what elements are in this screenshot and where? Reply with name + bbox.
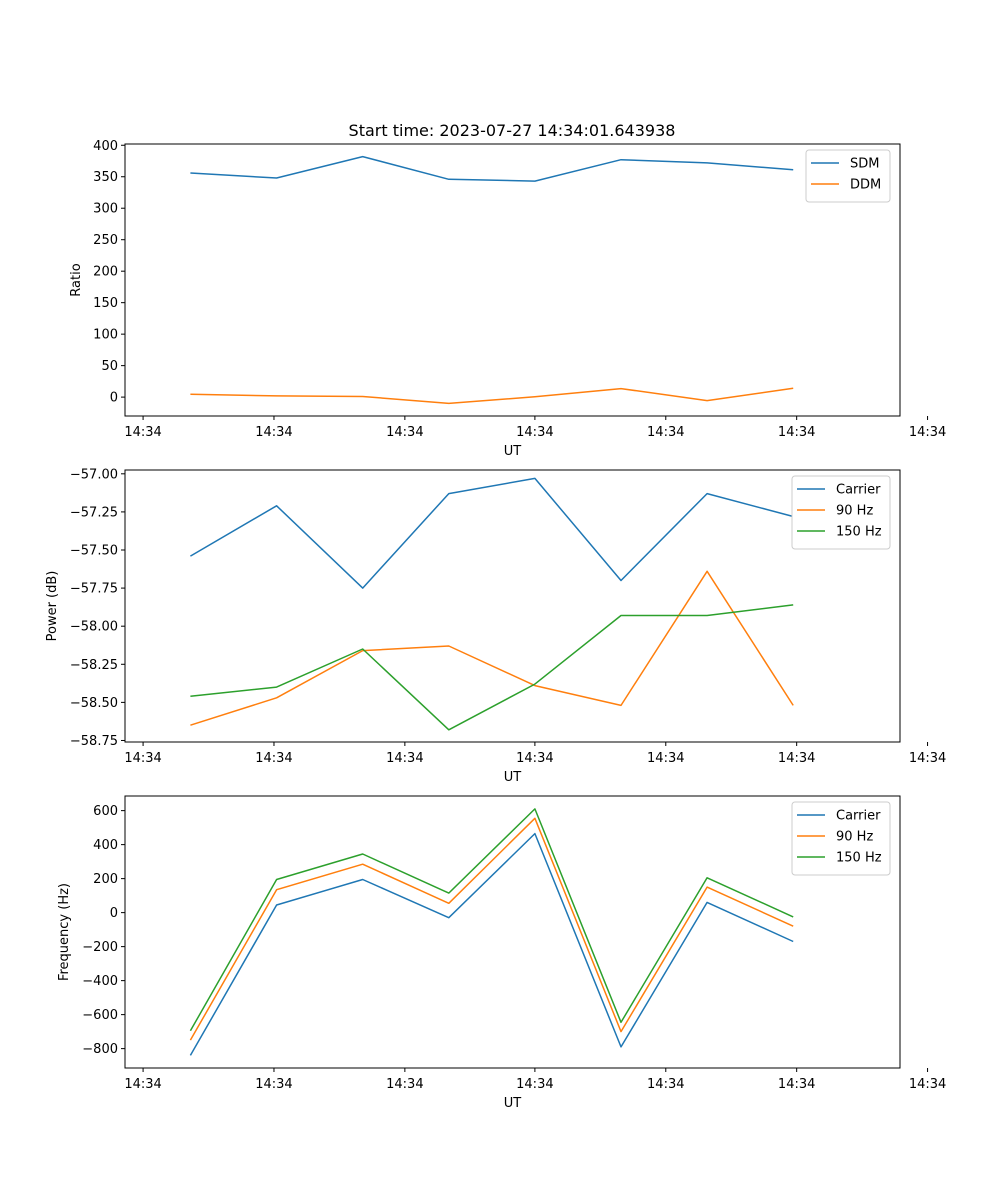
y-tick-label: −800 [82,1042,118,1057]
series-line-90-hz [190,570,794,726]
legend-label: 90 Hz [836,830,873,845]
legend: Carrier 90 Hz 150 Hz [791,801,891,876]
y-tick-label: −58.75 [70,734,118,749]
x-tick-label: 14:34 [516,751,553,766]
y-tick-label: 400 [93,838,118,853]
x-tick-label: 14:34 [124,425,161,440]
legend: SDM DDM [805,149,891,203]
y-tick-label: 150 [93,296,118,311]
y-tick-label: −57.25 [70,505,118,520]
legend-label: 90 Hz [836,504,873,519]
series-line-90-hz [189,817,794,1041]
legend-label: Carrier [836,809,881,824]
y-tick-label: 0 [110,906,118,921]
y-tick-label: 200 [93,265,118,280]
chart-title: Start time: 2023-07-27 14:34:01.643938 [349,121,676,140]
y-tick-label: −57.75 [70,582,118,597]
x-tick-label: 14:34 [386,425,423,440]
series-line-ddm [190,387,794,405]
x-tick-label: 14:34 [778,751,815,766]
x-tick-label: 14:34 [516,425,553,440]
y-axis-label: Power (dB) [45,571,60,642]
legend: Carrier 90 Hz 150 Hz [791,475,891,550]
x-tick-label: 14:34 [386,1077,423,1092]
x-tick-label: 14:34 [255,751,292,766]
x-axis-label: UT [504,770,522,785]
x-tick-label: 14:34 [909,751,946,766]
series-line-carrier [190,477,794,589]
y-tick-label: 400 [93,139,118,154]
x-tick-label: 14:34 [124,751,161,766]
y-tick-label: 100 [93,328,118,343]
subplot-1: 14:34 14:34 14:34 14:34 14:34 14:34 14:34 0 50 10… [69,139,946,459]
x-tick-label: 14:34 [647,751,684,766]
series-line-carrier [189,832,794,1056]
x-tick-label: 14:34 [124,1077,161,1092]
x-tick-label: 14:34 [386,751,423,766]
y-tick-label: 600 [93,804,118,819]
y-tick-label: 300 [93,202,118,217]
axes-frame [124,795,901,1069]
x-tick-label: 14:34 [778,1077,815,1092]
y-tick-label: 50 [101,359,118,374]
y-tick-label: −57.00 [70,467,118,482]
x-tick-label: 14:34 [255,425,292,440]
y-tick-label: −58.00 [70,620,118,635]
series-line-sdm [190,155,794,182]
x-tick-label: 14:34 [647,425,684,440]
x-axis-label: UT [504,1096,522,1111]
subplot-2: 14:34 14:34 14:34 14:34 14:34 14:34 14:34 −58.7… [45,467,946,785]
legend-label: Carrier [836,483,881,498]
y-tick-label: 250 [93,233,118,248]
axes-frame [124,469,901,743]
subplot-3: 14:34 14:34 14:34 14:34 14:34 14:34 14:34 −800 −… [57,795,946,1111]
x-axis-label: UT [504,444,522,459]
y-tick-label: 0 [110,391,118,406]
y-tick-label: −58.50 [70,696,118,711]
y-tick-label: −200 [82,940,118,955]
x-tick-label: 14:34 [778,425,815,440]
legend-label: DDM [850,178,881,193]
y-tick-label: 350 [93,170,118,185]
y-axis-label: Frequency (Hz) [57,883,72,981]
y-tick-label: −400 [82,974,118,989]
x-tick-label: 14:34 [516,1077,553,1092]
x-tick-label: 14:34 [909,425,946,440]
x-tick-label: 14:34 [909,1077,946,1092]
y-tick-label: 200 [93,872,118,887]
x-tick-label: 14:34 [255,1077,292,1092]
y-tick-label: −57.50 [70,544,118,559]
y-tick-label: −58.25 [70,658,118,673]
axes-frame [124,143,901,417]
legend-label: SDM [850,157,879,172]
series-line-150-hz [189,808,794,1032]
y-tick-label: −600 [82,1008,118,1023]
series-line-150-hz [190,604,794,731]
legend-label: 150 Hz [836,851,882,866]
y-axis-label: Ratio [69,263,84,296]
x-tick-label: 14:34 [647,1077,684,1092]
legend-label: 150 Hz [836,525,882,540]
